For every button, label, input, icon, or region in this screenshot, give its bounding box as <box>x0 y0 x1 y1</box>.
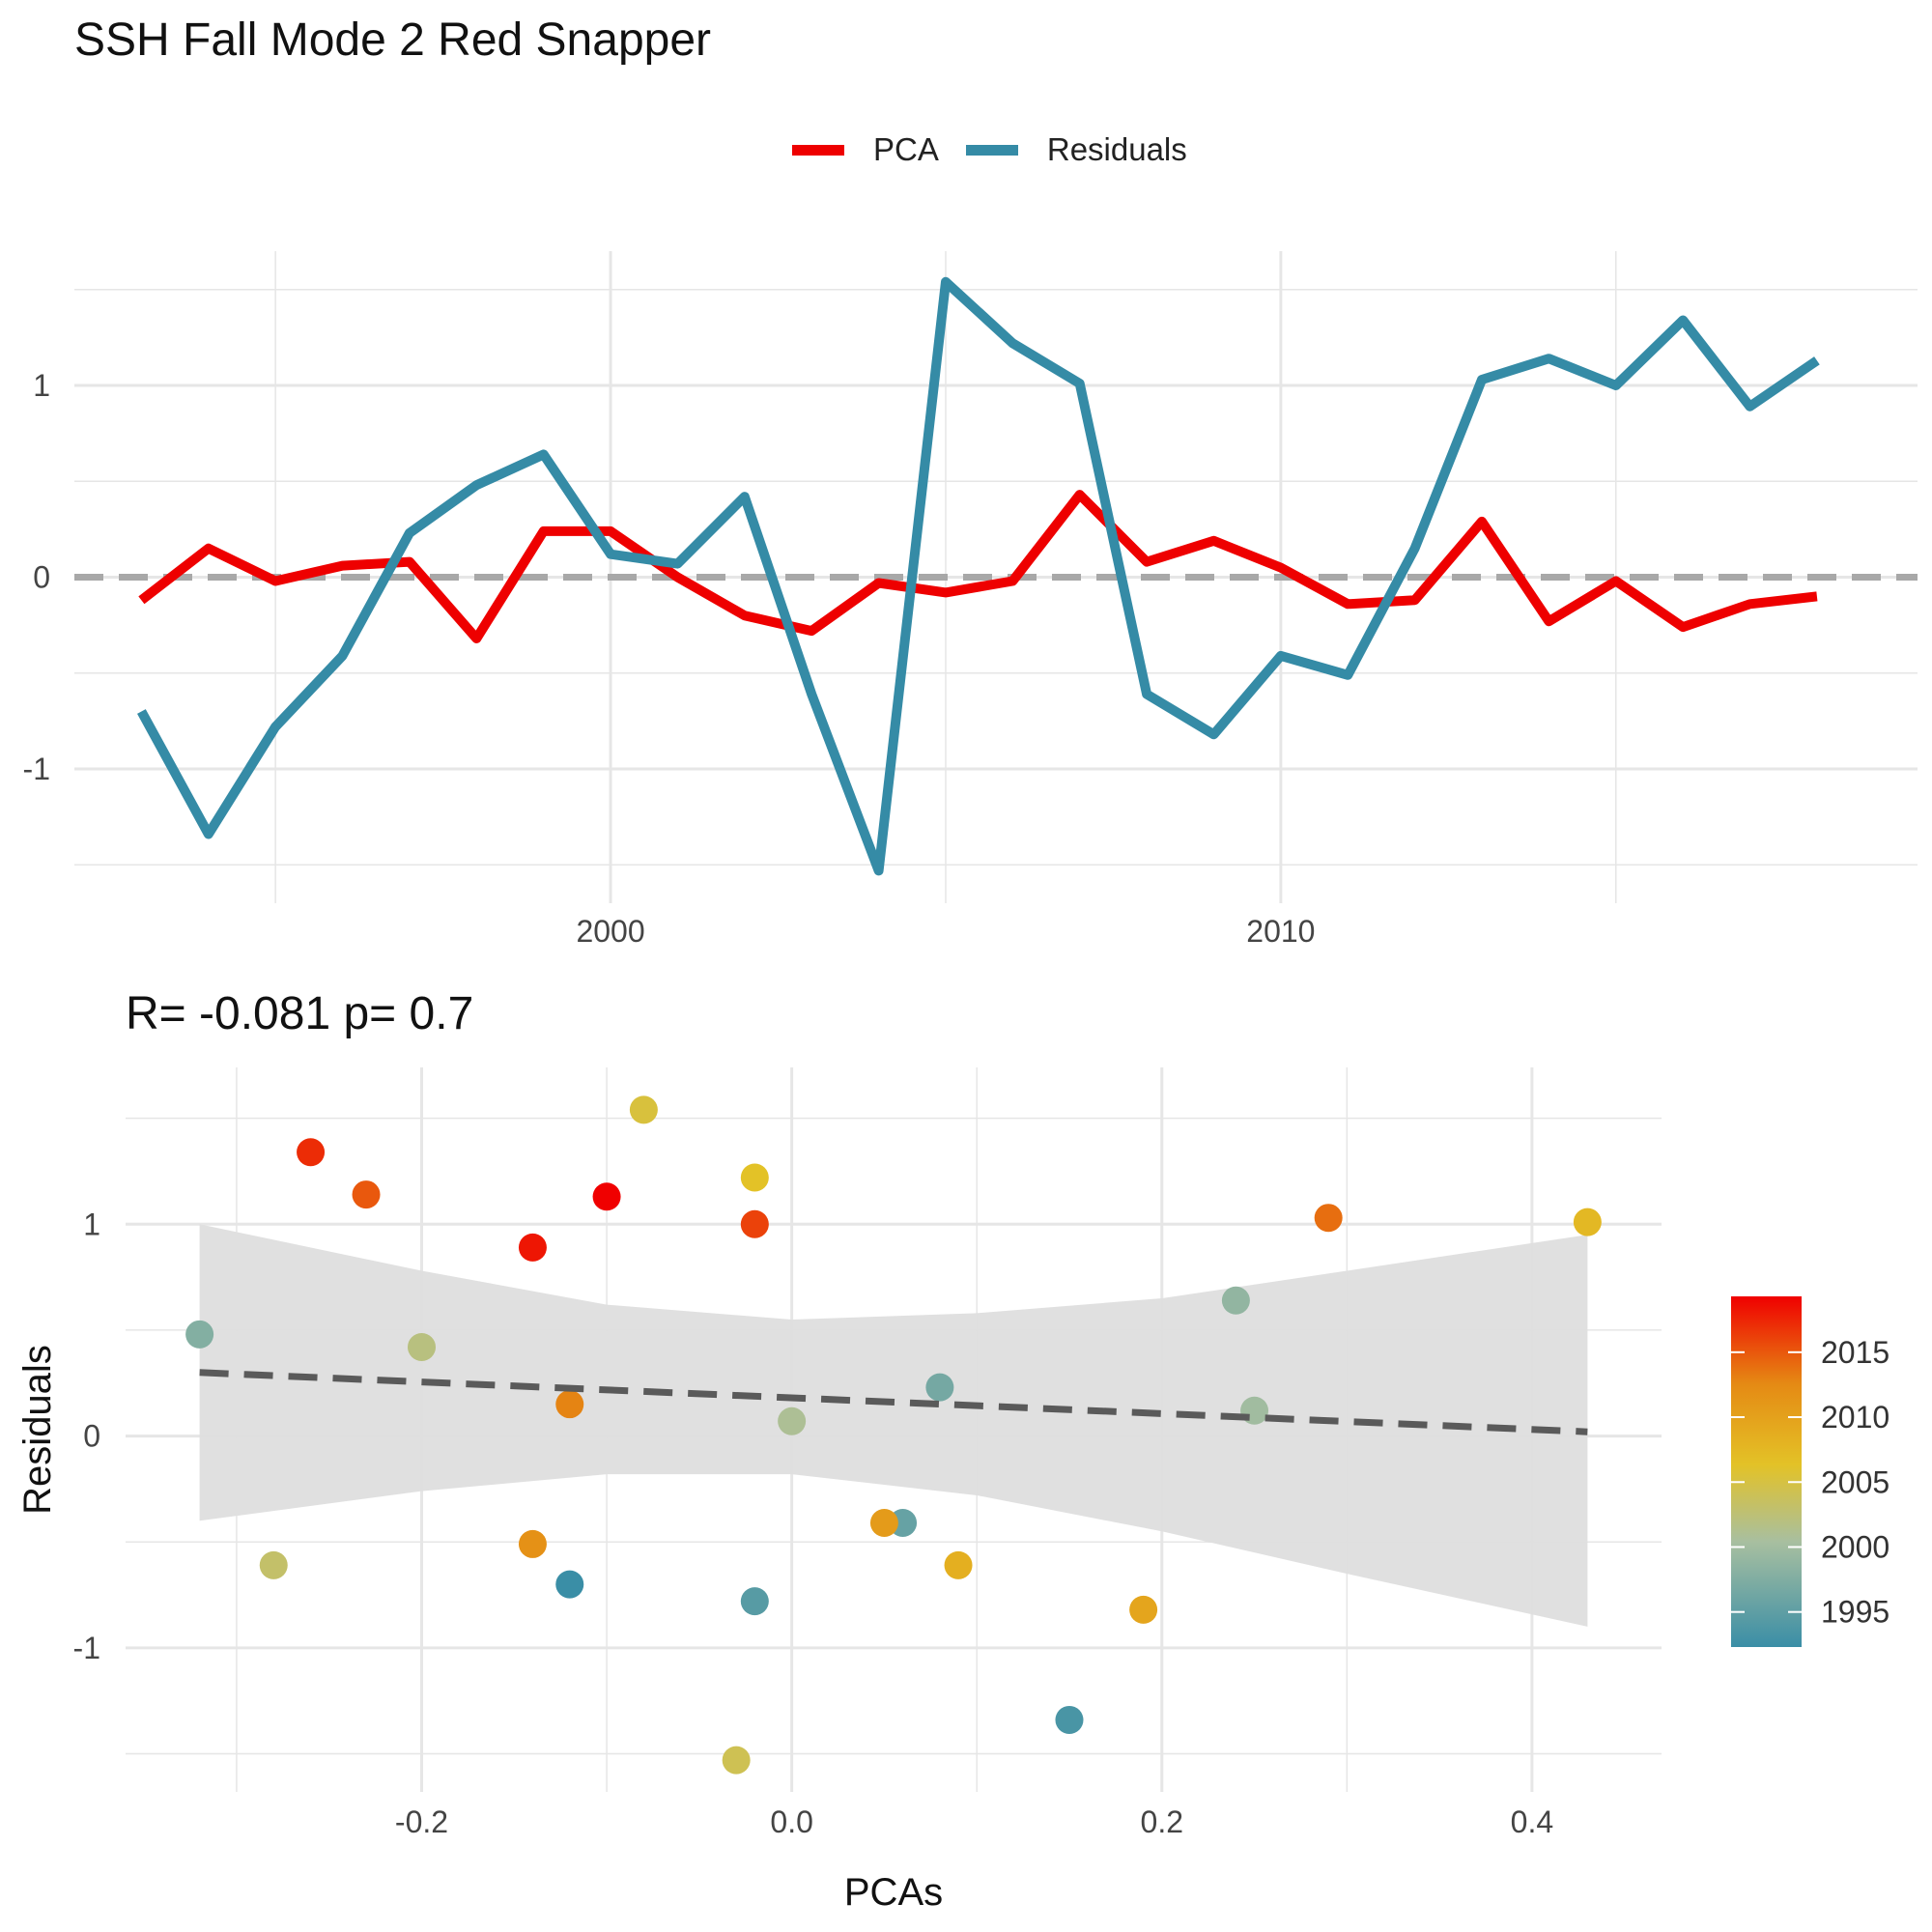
scatter-point <box>722 1746 751 1775</box>
pca-series-line <box>138 490 1818 643</box>
sc-y-tick-label: -1 <box>73 1631 100 1665</box>
colorbar-tick-label: 2005 <box>1821 1464 1889 1499</box>
scatter-point <box>297 1138 326 1167</box>
ts-x-tick-label: 2000 <box>576 914 644 949</box>
scatter-point <box>925 1373 954 1402</box>
sc-y-tick-label: 0 <box>83 1419 100 1454</box>
scatter-point <box>1055 1705 1084 1734</box>
sc-x-tick-label: 0.4 <box>1511 1804 1553 1839</box>
ts-y-tick-label: 1 <box>33 368 50 403</box>
residuals-legend-label: Residuals <box>1046 131 1187 167</box>
scatter-point <box>629 1095 658 1124</box>
scatter-point <box>259 1550 288 1579</box>
ts-y-tick-label: 0 <box>33 560 50 595</box>
scatter-point <box>740 1587 769 1616</box>
scatter-point <box>518 1529 547 1558</box>
residuals-series-line <box>137 276 1820 876</box>
colorbar-tick-label: 2015 <box>1821 1335 1889 1370</box>
scatter-point <box>869 1508 898 1537</box>
x-axis-title: PCAs <box>844 1871 943 1914</box>
scatter-point <box>1129 1595 1158 1624</box>
pca-legend-swatch <box>792 144 844 156</box>
scatter-point <box>408 1332 437 1361</box>
sc-x-tick-label: 0.0 <box>770 1804 812 1839</box>
scatter-point <box>740 1209 769 1238</box>
colorbar-tick-label: 2010 <box>1821 1400 1889 1435</box>
regression-fit-line <box>199 1369 1588 1435</box>
scatter-point <box>778 1406 807 1435</box>
y-axis-title: Residuals <box>16 1345 59 1515</box>
ts-y-tick-label: -1 <box>23 752 50 786</box>
confidence-band <box>199 1224 1588 1627</box>
scatter-point <box>1221 1286 1250 1315</box>
page-title: SSH Fall Mode 2 Red Snapper <box>74 14 712 66</box>
legend: PCA Residuals <box>792 131 1214 168</box>
colorbar-tick-label: 2000 <box>1821 1529 1889 1564</box>
sc-x-tick-label: -0.2 <box>395 1804 448 1839</box>
scatter-point <box>944 1550 973 1579</box>
scatter-point <box>592 1182 621 1211</box>
legend-item-pca: PCA <box>792 131 939 168</box>
scatter-point <box>1573 1208 1602 1236</box>
colorbar <box>1731 1296 1802 1647</box>
scatter-point <box>740 1163 769 1192</box>
sc-y-tick-label: 1 <box>83 1207 100 1241</box>
scatter-point <box>518 1233 547 1262</box>
pca-legend-label: PCA <box>873 131 939 167</box>
scatter-point <box>1314 1204 1343 1233</box>
ts-x-tick-label: 2010 <box>1246 914 1315 949</box>
scatter-point <box>185 1320 214 1349</box>
scatter-subtitle: R= -0.081 p= 0.7 <box>126 988 474 1039</box>
scatter-point <box>555 1570 584 1599</box>
legend-item-residuals: Residuals <box>965 131 1187 168</box>
scatter-point <box>555 1390 584 1419</box>
colorbar-tick-label: 1995 <box>1821 1595 1889 1630</box>
residuals-legend-swatch <box>965 144 1018 156</box>
sc-x-tick-label: 0.2 <box>1141 1804 1183 1839</box>
scatter-point <box>352 1180 381 1209</box>
